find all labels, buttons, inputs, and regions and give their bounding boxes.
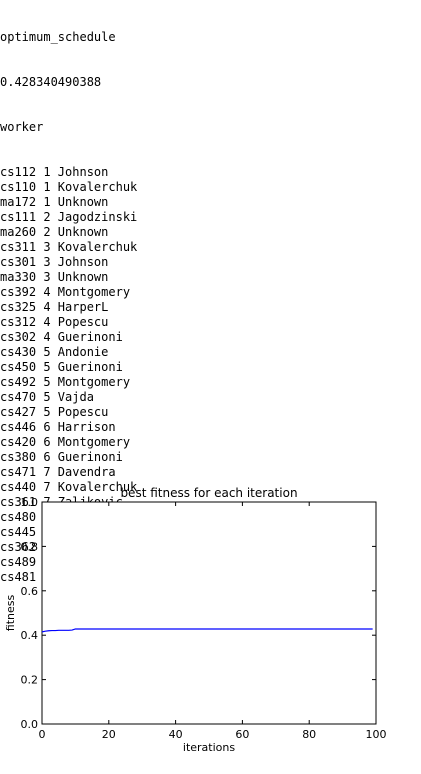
x-axis-label: iterations (183, 741, 235, 754)
x-tick-label: 40 (169, 728, 183, 741)
y-tick-label: 0.6 (21, 585, 39, 598)
schedule-row: cs392 4 Montgomery (0, 285, 131, 299)
schedule-row: cs420 6 Montgomery (0, 435, 131, 449)
x-tick-label: 0 (39, 728, 46, 741)
schedule-row: cs380 6 Guerinoni (0, 450, 123, 464)
y-tick-label: 0.8 (21, 540, 39, 553)
schedule-row: cs440 7 Kovalerchuk (0, 480, 138, 494)
schedule-row: cs492 5 Montgomery (0, 375, 131, 389)
plot-frame (41, 501, 377, 725)
schedule-row: cs302 4 Guerinoni (0, 330, 123, 344)
y-axis-label: fitness (4, 595, 17, 632)
schedule-row: cs427 5 Popescu (0, 405, 109, 419)
x-tick-label: 20 (102, 728, 116, 741)
schedule-row: cs446 6 Harrison (0, 420, 116, 434)
x-tick-label: 80 (302, 728, 316, 741)
fitness-chart: best fitness for each iteration 0.0 0.2 0.… (0, 480, 421, 769)
schedule-row: cs450 5 Guerinoni (0, 360, 123, 374)
series-line (41, 628, 373, 633)
y-axis: 0.0 0.2 0.4 0.6 0.8 1.0 (21, 496, 376, 731)
schedule-row: cs111 2 Jagodzinski (0, 210, 138, 224)
y-tick-label: 0.2 (21, 674, 39, 687)
x-tick-label: 60 (235, 728, 249, 741)
y-tick-label: 0.0 (21, 718, 39, 731)
chart-svg: best fitness for each iteration 0.00.20.… (4, 486, 387, 754)
schedule-row: cs312 4 Popescu (0, 315, 109, 329)
schedule-row: cs470 5 Vajda (0, 390, 94, 404)
schedule-row: cs471 7 Davendra (0, 465, 116, 479)
x-axis: 0 20 40 60 80 100 (39, 502, 387, 741)
schedule-row: ma172 1 Unknown (0, 195, 109, 209)
y-tick-label: 0.4 (21, 629, 39, 642)
column-label: worker (0, 120, 44, 134)
schedule-row: cs110 1 Kovalerchuk (0, 180, 138, 194)
x-tick-label: 100 (366, 728, 387, 741)
chart-title: best fitness for each iteration (120, 486, 297, 500)
schedule-row: ma330 3 Unknown (0, 270, 109, 284)
fitness-value: 0.428340490388 (0, 75, 102, 89)
schedule-row: cs325 4 HarperL (0, 300, 109, 314)
schedule-row: cs112 1 Johnson (0, 165, 109, 179)
output-header: optimum_schedule (0, 30, 116, 44)
schedule-row: cs430 5 Andonie (0, 345, 109, 359)
schedule-row: cs301 3 Johnson (0, 255, 109, 269)
y-tick-label: 1.0 (21, 496, 39, 509)
schedule-row: cs311 3 Kovalerchuk (0, 240, 138, 254)
schedule-row: ma260 2 Unknown (0, 225, 109, 239)
